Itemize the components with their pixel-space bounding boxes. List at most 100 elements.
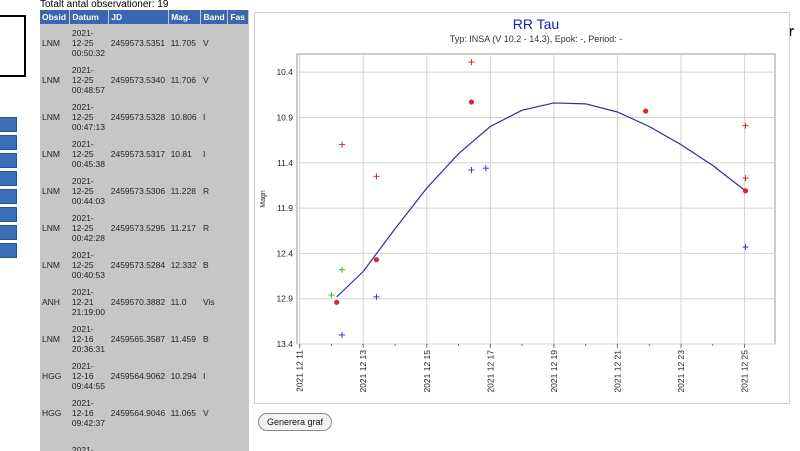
data-point [468, 59, 475, 66]
y-tick-label: 11.4 [277, 158, 293, 168]
data-point [373, 173, 380, 180]
x-tick-label: 2021 12 11 [295, 350, 305, 392]
cell-obsid: LNM [42, 185, 60, 196]
cell-fas [228, 431, 249, 451]
cell-fas [228, 394, 249, 431]
left-nav-button[interactable] [0, 117, 17, 132]
table-row: LNM 2021- 12-25 00:45:38 2459573.5317 10.81 I [40, 135, 249, 172]
y-tick-label: 10.9 [276, 112, 293, 122]
table-body: LNM 2021- 12-25 00:50:32 2459573.5351 11.705 V… [40, 24, 249, 451]
cell-fas [228, 98, 249, 135]
y-tick-label: 12.4 [276, 248, 293, 258]
chart-title: RR Tau [513, 16, 559, 32]
data-point [373, 293, 380, 300]
fit-curve [336, 102, 746, 298]
table-row: LNM 2021- 12-25 00:44:03 2459573.5306 11.228 R [40, 172, 249, 209]
cell-mag: 10.806 [170, 111, 197, 122]
cell-fas [228, 61, 249, 98]
cell-mag: 11.065 [170, 407, 196, 418]
cell-mag: 11.705 [170, 37, 196, 48]
cell-band: V [202, 407, 209, 418]
cell-obsid: LNM [42, 259, 60, 270]
left-nav-button[interactable] [0, 207, 17, 222]
data-point [742, 122, 749, 129]
left-nav-button[interactable] [0, 225, 17, 240]
column-header-mag[interactable]: Mag. [168, 10, 202, 24]
cell-band: I [202, 148, 206, 159]
data-point [643, 108, 649, 114]
cell-fas [228, 135, 249, 172]
cell-jd: 2459565.3587 [110, 333, 166, 344]
left-nav-button[interactable] [0, 243, 17, 258]
cell-obsid: LNM [42, 37, 60, 48]
left-nav-button[interactable] [0, 189, 17, 204]
column-header-obsid[interactable]: Obsid [40, 10, 71, 24]
left-nav-button[interactable] [0, 153, 17, 168]
cell-band: R [202, 185, 210, 196]
y-tick-label: 12.9 [276, 294, 293, 304]
cell-fas [228, 24, 249, 61]
left-nav-button[interactable] [0, 135, 17, 150]
cell-datum: 2021- [71, 444, 94, 451]
column-header-fas[interactable]: Fas [227, 10, 249, 24]
cell-jd: 2459573.5340 [110, 74, 166, 85]
table-row: LNM 2021- 12-25 00:40:53 2459573.5284 12.332 B [40, 246, 249, 283]
table-row: HGG 2021- 12-16 09:44:55 2459564.9062 10.294 I [40, 357, 249, 394]
data-point [742, 188, 749, 194]
column-header-jd[interactable]: JD [108, 10, 170, 24]
observations-panel: Obsid Datum JD Mag. Band Fas LNM 2021- 12-25 00:… [40, 10, 249, 451]
cell-obsid [40, 431, 70, 451]
generate-graph-button[interactable]: Generera graf [258, 413, 333, 431]
cell-jd: 2459573.5328 [110, 111, 166, 122]
cell-mag: 11.0 [170, 296, 187, 307]
data-point [742, 175, 749, 182]
cell-band: I [202, 111, 206, 122]
cell-mag: 11.228 [170, 185, 196, 196]
table-row: 2021- [40, 431, 249, 451]
cell-band: R [202, 222, 210, 233]
observations-table: Obsid Datum JD Mag. Band Fas LNM 2021- 12-25 00:… [40, 10, 249, 451]
y-tick-label: 10.4 [276, 67, 293, 77]
data-point [334, 299, 340, 305]
left-nav-button[interactable] [0, 171, 17, 186]
cell-datum: 2021- 12-25 00:45:38 [71, 138, 105, 169]
cell-jd [109, 431, 169, 451]
data-point [339, 331, 346, 338]
cell-datum: 2021- 12-16 09:42:37 [71, 397, 105, 428]
cell-datum: 2021- 12-25 00:48:57 [71, 64, 105, 95]
cell-fas [228, 209, 249, 246]
cell-mag: 10.81 [170, 148, 192, 159]
cell-datum: 2021- 12-25 00:40:53 [71, 249, 105, 280]
table-row: HGG 2021- 12-16 09:42:37 2459564.9046 11.065 V [40, 394, 249, 431]
table-row: LNM 2021- 12-16 20:36:31 2459565.3587 11.459 B [40, 320, 249, 357]
data-point [339, 266, 346, 273]
table-row: LNM 2021- 12-25 00:48:57 2459573.5340 11.706 V [40, 61, 249, 98]
lightcurve-chart: RR Tau Typ: INSA (V 10.2 - 14.3), Epok: -… [254, 12, 790, 404]
column-header-datum[interactable]: Datum [69, 10, 110, 24]
data-point [742, 244, 749, 251]
cell-fas [228, 320, 249, 357]
chart-svg: RR Tau Typ: INSA (V 10.2 - 14.3), Epok: -… [260, 16, 776, 393]
x-tick-label: 2021 12 13 [358, 350, 368, 393]
cell-mag: 10.294 [170, 370, 197, 381]
cell-obsid: HGG [42, 407, 62, 418]
cell-obsid: LNM [42, 111, 60, 122]
cell-mag [169, 431, 201, 451]
data-point [468, 167, 475, 173]
cell-fas [228, 357, 249, 394]
column-header-band[interactable]: Band [200, 10, 229, 24]
y-tick-label: 11.9 [277, 203, 293, 213]
cell-datum: 2021- 12-25 00:44:03 [71, 175, 105, 206]
cell-jd: 2459570.3882 [110, 296, 166, 307]
total-observations-label: Totalt antal observationer: 19 [40, 0, 169, 10]
cell-datum: 2021- 12-25 00:47:13 [71, 101, 105, 132]
cell-datum: 2021- 12-16 20:36:31 [71, 323, 105, 354]
left-panel-box [0, 15, 26, 77]
x-tick-label: 2021 12 23 [676, 350, 686, 393]
cell-mag: 11.459 [170, 333, 196, 344]
table-header-row: Obsid Datum JD Mag. Band Fas [40, 10, 249, 24]
x-tick-label: 2021 12 19 [549, 350, 559, 393]
table-row: ANH 2021- 12-21 21:19:00 2459570.3882 11.0 Vis [40, 283, 249, 320]
cell-jd: 2459573.5351 [110, 37, 166, 48]
cell-mag: 11.706 [170, 74, 196, 85]
